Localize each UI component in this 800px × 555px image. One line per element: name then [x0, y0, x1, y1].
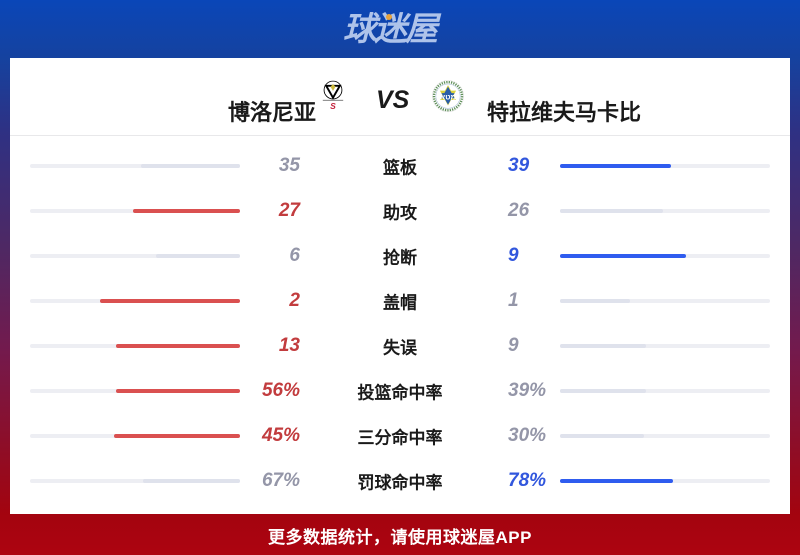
svg-text:מטא: מטא: [440, 93, 456, 102]
svg-text:S: S: [330, 101, 336, 111]
svg-text:球迷屋: 球迷屋: [343, 12, 442, 46]
